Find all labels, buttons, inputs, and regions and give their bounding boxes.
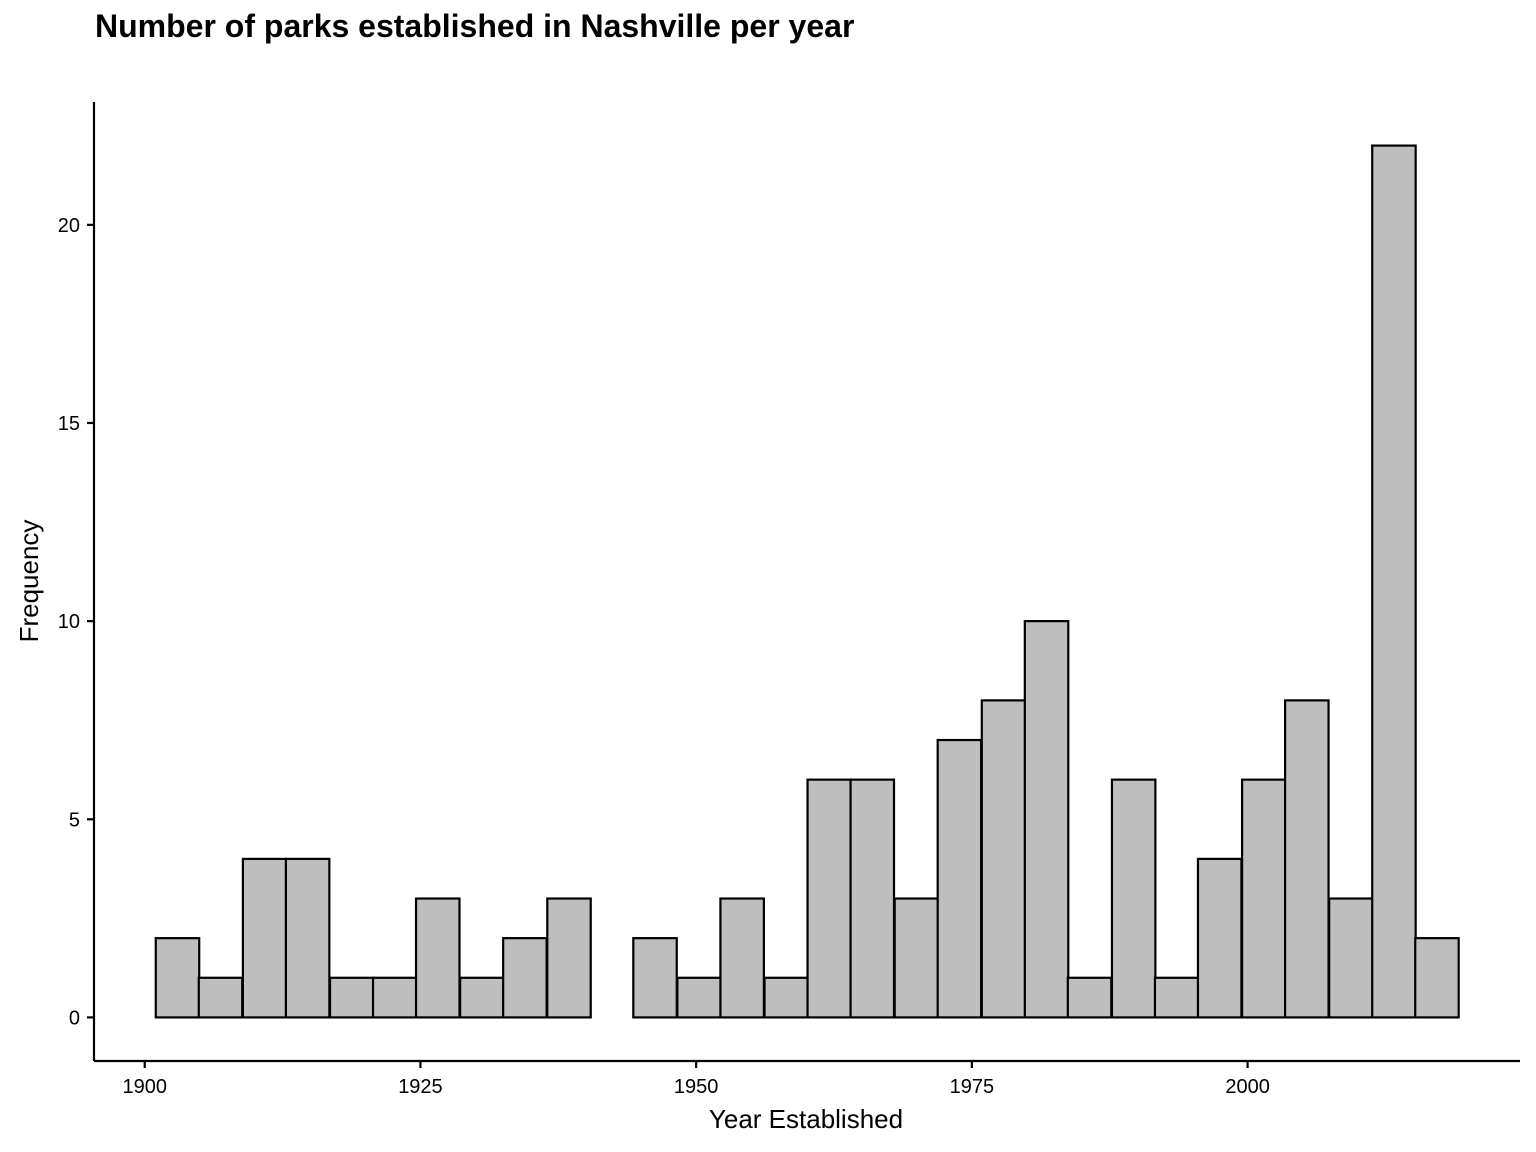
histogram-bar-8	[502, 937, 548, 1019]
x-tick-label-1925: 1925	[398, 1076, 443, 1098]
histogram-bar-3	[284, 857, 331, 1019]
histogram-bar-22	[1110, 778, 1157, 1019]
histogram-bar-25	[1240, 778, 1287, 1019]
histogram-bar-13	[719, 897, 765, 1019]
histogram-bar-23	[1153, 976, 1200, 1019]
histogram-bar-15	[806, 778, 853, 1019]
histogram-bar-24	[1196, 857, 1243, 1019]
histogram-bar-18	[936, 738, 983, 1019]
y-tick-label-15: 15	[58, 413, 80, 435]
chart-title: Number of parks established in Nashville…	[95, 8, 855, 44]
histogram-bar-9	[546, 897, 592, 1019]
y-tick-label-0: 0	[69, 1007, 80, 1029]
histogram-bar-21	[1066, 976, 1113, 1019]
y-tick-label-10: 10	[58, 611, 80, 633]
histogram-bar-12	[676, 976, 722, 1019]
y-tick-label-20: 20	[58, 215, 80, 237]
histogram-bar-28	[1371, 144, 1417, 1019]
histogram-bar-2	[241, 857, 288, 1019]
histogram-bar-29	[1414, 937, 1460, 1019]
histogram-bar-17	[893, 897, 940, 1019]
histogram-bar-16	[849, 778, 896, 1019]
histogram-bar-11	[632, 937, 678, 1019]
histogram-bar-27	[1328, 897, 1374, 1019]
histogram-bar-6	[414, 897, 461, 1019]
histogram-bar-1	[197, 976, 244, 1019]
histogram-bar-19	[980, 699, 1027, 1019]
y-tick-label-5: 5	[69, 809, 80, 831]
y-axis: 0 5 10 15 20	[58, 102, 96, 1061]
histogram-bar-7	[459, 976, 505, 1019]
x-tick-label-1900: 1900	[122, 1076, 167, 1098]
x-axis: 1900 1925 1950 1975 2000	[94, 1059, 1520, 1098]
x-axis-title: Year Established	[709, 1104, 903, 1134]
x-tick-label-2000: 2000	[1225, 1076, 1270, 1098]
histogram-bar-14	[763, 976, 810, 1019]
histogram-bar-20	[1023, 620, 1070, 1019]
x-tick-label-1950: 1950	[674, 1076, 719, 1098]
histogram-bar-26	[1283, 699, 1330, 1019]
histogram-bar-4	[328, 976, 375, 1019]
y-axis-title: Frequency	[14, 520, 44, 643]
histogram-bar-0	[154, 937, 201, 1019]
bars-group	[154, 144, 1460, 1019]
histogram-bar-5	[371, 976, 418, 1019]
x-tick-label-1975: 1975	[950, 1076, 995, 1098]
